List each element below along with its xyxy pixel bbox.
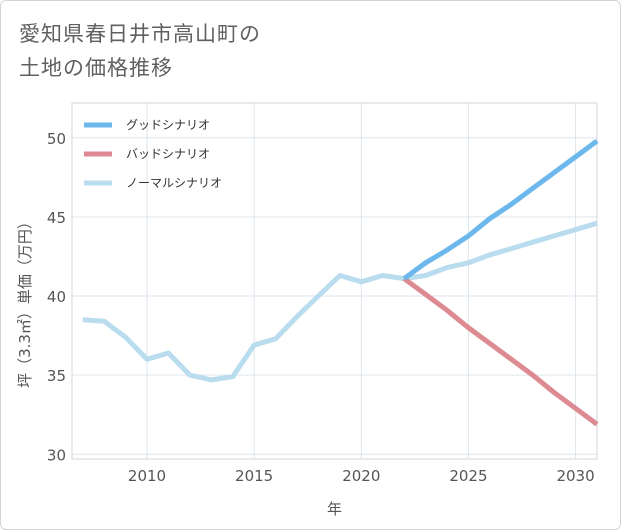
legend-label-1: バッドシナリオ: [126, 147, 210, 161]
x-tick-label: 2025: [449, 467, 487, 485]
x-tick-label: 2015: [235, 467, 273, 485]
y-tick-label: 30: [47, 446, 66, 464]
x-axis-label: 年: [327, 500, 342, 518]
y-tick-label: 50: [47, 130, 66, 148]
plot-border: [71, 102, 598, 460]
y-tick-label: 35: [47, 367, 66, 385]
series-line-0: [402, 138, 599, 281]
x-tick-label: 2030: [556, 467, 594, 485]
series-lines: [82, 138, 599, 427]
chart-title-line1: 愛知県春日井市高山町の: [19, 22, 261, 46]
x-tick-labels: 2010 2015 2020 2025 2030: [128, 467, 595, 485]
x-tick-label: 2020: [342, 467, 380, 485]
chart-title: 愛知県春日井市高山町の 土地の価格推移: [19, 17, 261, 85]
y-axis-label: 坪（3.3㎡）単価（万円）: [16, 214, 34, 388]
chart-title-line2: 土地の価格推移: [19, 56, 173, 80]
series-line-2: [82, 220, 598, 383]
series-line-1: [402, 276, 599, 427]
legend-label-2: ノーマルシナリオ: [126, 176, 222, 190]
x-tick-label: 2010: [128, 467, 166, 485]
y-tick-label: 40: [47, 288, 66, 306]
y-tick-labels: 30 35 40 45 50: [47, 130, 66, 464]
y-tick-label: 45: [47, 209, 66, 227]
legend-label-0: グッドシナリオ: [126, 118, 210, 132]
